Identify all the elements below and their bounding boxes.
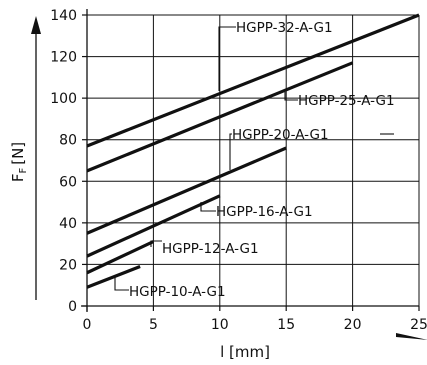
series-label-hgpp-10-a-g1: HGPP-10-A-G1: [129, 284, 226, 300]
label-leader-line: [219, 27, 236, 91]
y-tick-label: 40: [59, 216, 77, 232]
x-tick-label: 25: [410, 317, 427, 333]
x-label-arrow: [396, 333, 427, 340]
x-tick-label: 10: [211, 317, 229, 333]
y-tick-label: 120: [50, 50, 77, 66]
label-leader-line: [285, 92, 298, 100]
y-tick-label: 140: [50, 8, 77, 24]
x-tick-label: 20: [344, 317, 362, 333]
x-tick-label: 0: [83, 317, 92, 333]
series-line-hgpp-12-a-g1: [87, 242, 153, 273]
series-label-hgpp-32-a-g1: HGPP-32-A-G1: [236, 20, 333, 36]
y-tick-label: 60: [59, 174, 77, 190]
x-axis-label: l [mm]: [220, 343, 270, 361]
series-label-hgpp-20-a-g1: HGPP-20-A-G1: [232, 127, 329, 143]
y-tick-label: 20: [59, 257, 77, 273]
series-label-hgpp-12-a-g1: HGPP-12-A-G1: [162, 241, 259, 257]
series-line-hgpp-20-a-g1: [87, 148, 286, 233]
y-tick-label: 0: [68, 299, 77, 315]
x-tick-label: 15: [277, 317, 295, 333]
y-axis-label-unit: [N]: [9, 142, 27, 165]
y-axis-label-main: F: [9, 174, 27, 183]
x-tick-label: 5: [149, 317, 158, 333]
label-leader-line: [115, 277, 129, 290]
series-label-hgpp-25-a-g1: HGPP-25-A-G1: [298, 93, 395, 109]
series-label-hgpp-16-a-g1: HGPP-16-A-G1: [216, 204, 313, 220]
y-tick-label: 80: [59, 133, 77, 149]
y-label-arrow-head: [31, 16, 41, 34]
y-axis-label: FF [N]: [9, 142, 29, 182]
y-tick-label: 100: [50, 91, 77, 107]
svg-text:FF[N]: FF [N]: [9, 142, 29, 182]
axes: [31, 9, 427, 340]
y-axis-label-subscript: F: [18, 168, 29, 174]
